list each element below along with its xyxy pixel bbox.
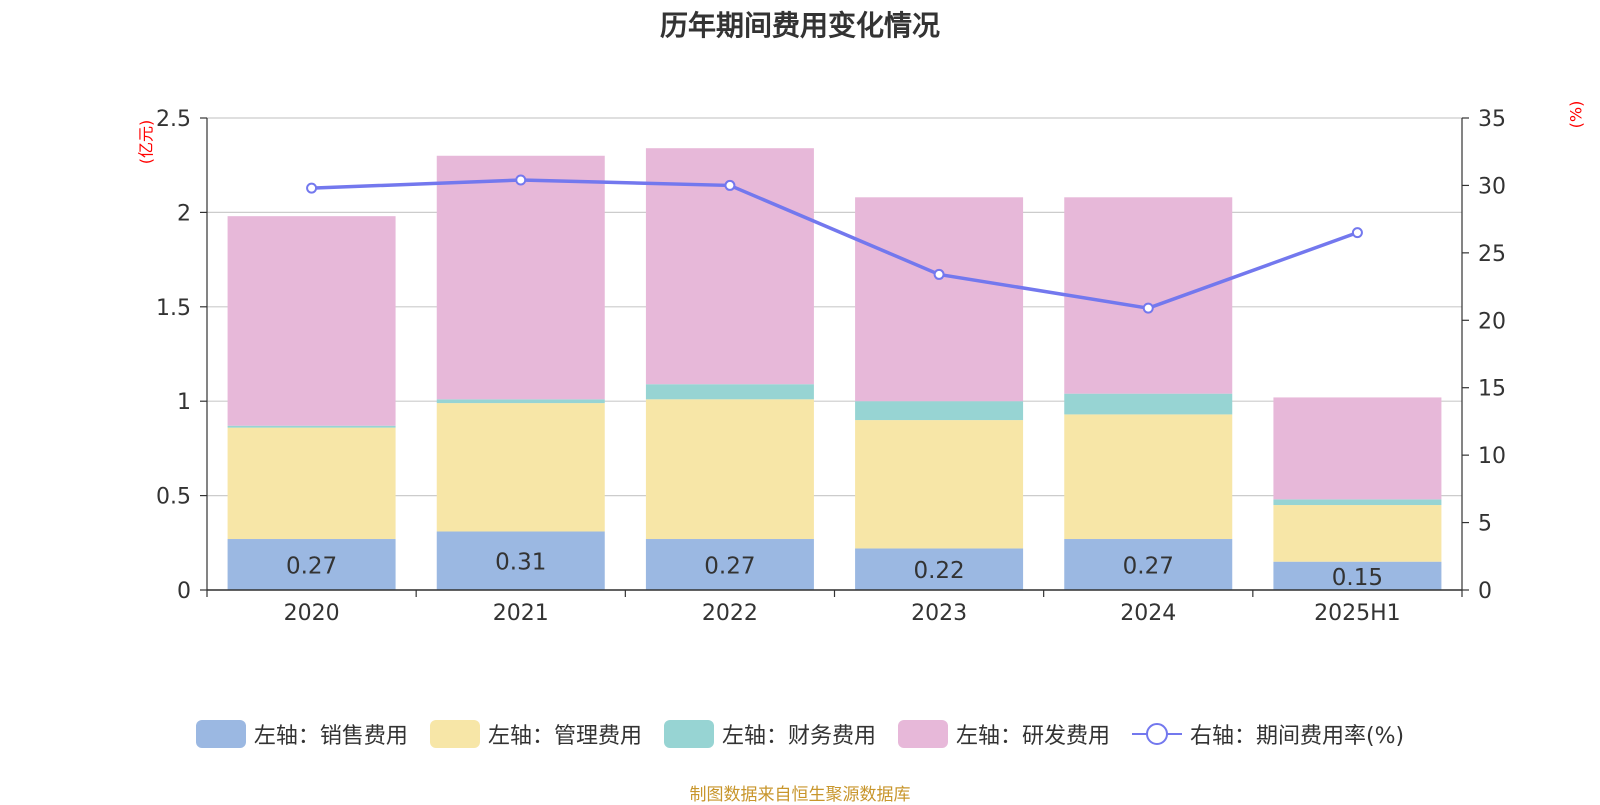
bar-sales-2021: [436, 531, 605, 590]
legend-label-sales: 左轴：销售费用: [253, 724, 408, 749]
bar-sales-2023: [855, 548, 1024, 590]
x-tick-label: 2021: [493, 601, 549, 626]
left-tick-label: 2.5: [156, 107, 191, 132]
left-tick-label: 1.5: [156, 296, 191, 321]
bar-admin-2023: [855, 420, 1024, 549]
legend-label-finance: 左轴：财务费用: [721, 724, 876, 749]
rate-point-2023: [933, 268, 945, 280]
legend-item-sales[interactable]: 左轴：销售费用: [195, 718, 408, 750]
bar-finance-2022: [645, 384, 814, 400]
rate-point-2021: [515, 174, 527, 186]
right-tick-label: 10: [1478, 444, 1506, 469]
left-tick-label: 2: [177, 201, 191, 226]
x-tick-label: 2023: [911, 601, 967, 626]
bar-sales-2022: [645, 539, 814, 590]
rate-point-2022: [724, 179, 736, 191]
data-label-sales-2022: 0.27: [704, 554, 755, 580]
bar-finance-2023: [855, 401, 1024, 421]
rate-line: [311, 178, 1359, 310]
bar-admin-2021: [436, 403, 605, 532]
bar-rnd-2023: [855, 197, 1024, 402]
legend-swatch-rnd: [897, 720, 948, 748]
data-label-sales-2024: 0.27: [1123, 554, 1174, 580]
left-tick-label: 0: [177, 579, 191, 604]
legend-item-finance[interactable]: 左轴：财务费用: [663, 718, 876, 750]
right-tick-label: 25: [1478, 242, 1506, 267]
bar-rnd-2025H1: [1273, 397, 1442, 500]
bar-admin-2024: [1064, 414, 1233, 540]
x-tick-label: 2024: [1120, 601, 1176, 626]
bar-rnd-2024: [1064, 197, 1233, 394]
bar-finance-2024: [1064, 393, 1233, 415]
data-label-sales-2025H1: 0.15: [1332, 565, 1383, 591]
source-note: 制图数据来自恒生聚源数据库: [689, 785, 911, 805]
right-tick-label: 35: [1478, 107, 1506, 132]
data-label-sales-2021: 0.31: [495, 550, 546, 576]
rate-point-2020: [306, 182, 318, 194]
bar-admin-2020: [227, 427, 396, 540]
data-label-sales-2023: 0.22: [913, 558, 964, 584]
bar-admin-2025H1: [1273, 505, 1442, 562]
right-tick-label: 15: [1478, 377, 1506, 402]
chart-title: 历年期间费用变化情况: [659, 9, 940, 42]
bar-sales-2025H1: [1273, 561, 1442, 590]
legend-line-marker-icon: [1131, 720, 1182, 748]
legend-item-admin[interactable]: 左轴：管理费用: [429, 718, 642, 750]
left-tick-label: 1: [177, 390, 191, 415]
data-label-sales-2020: 0.27: [286, 554, 337, 580]
bar-sales-2024: [1064, 539, 1233, 590]
legend-label-rate: 右轴：期间费用率(%): [1189, 724, 1405, 749]
rate-point-2024: [1142, 302, 1154, 314]
bar-rnd-2020: [227, 216, 396, 426]
legend-swatch-sales: [195, 720, 246, 748]
legend-swatch-admin: [429, 720, 480, 748]
x-tick-label: 2020: [284, 601, 340, 626]
bar-finance-2020: [227, 425, 396, 428]
legend-swatch-finance: [663, 720, 714, 748]
rate-point-2025H1: [1351, 227, 1363, 239]
bar-finance-2021: [436, 399, 605, 404]
x-tick-label: 2022: [702, 601, 758, 626]
bar-finance-2025H1: [1273, 499, 1442, 506]
right-tick-label: 30: [1478, 174, 1506, 199]
right-tick-label: 20: [1478, 309, 1506, 334]
bar-sales-2020: [227, 539, 396, 590]
right-tick-label: 5: [1478, 512, 1492, 537]
legend-label-admin: 左轴：管理费用: [487, 724, 642, 749]
bar-rnd-2021: [436, 155, 605, 400]
legend: 左轴：销售费用 左轴：管理费用 左轴：财务费用 左轴：研发费用 右轴：期间费用率…: [0, 718, 1600, 750]
legend-item-rate[interactable]: 右轴：期间费用率(%): [1131, 718, 1405, 750]
x-tick-label: 2025H1: [1314, 601, 1401, 626]
right-tick-label: 0: [1478, 579, 1492, 604]
bar-admin-2022: [645, 399, 814, 540]
legend-item-rnd[interactable]: 左轴：研发费用: [897, 718, 1110, 750]
left-tick-label: 0.5: [156, 485, 191, 510]
legend-label-rnd: 左轴：研发费用: [955, 724, 1110, 749]
